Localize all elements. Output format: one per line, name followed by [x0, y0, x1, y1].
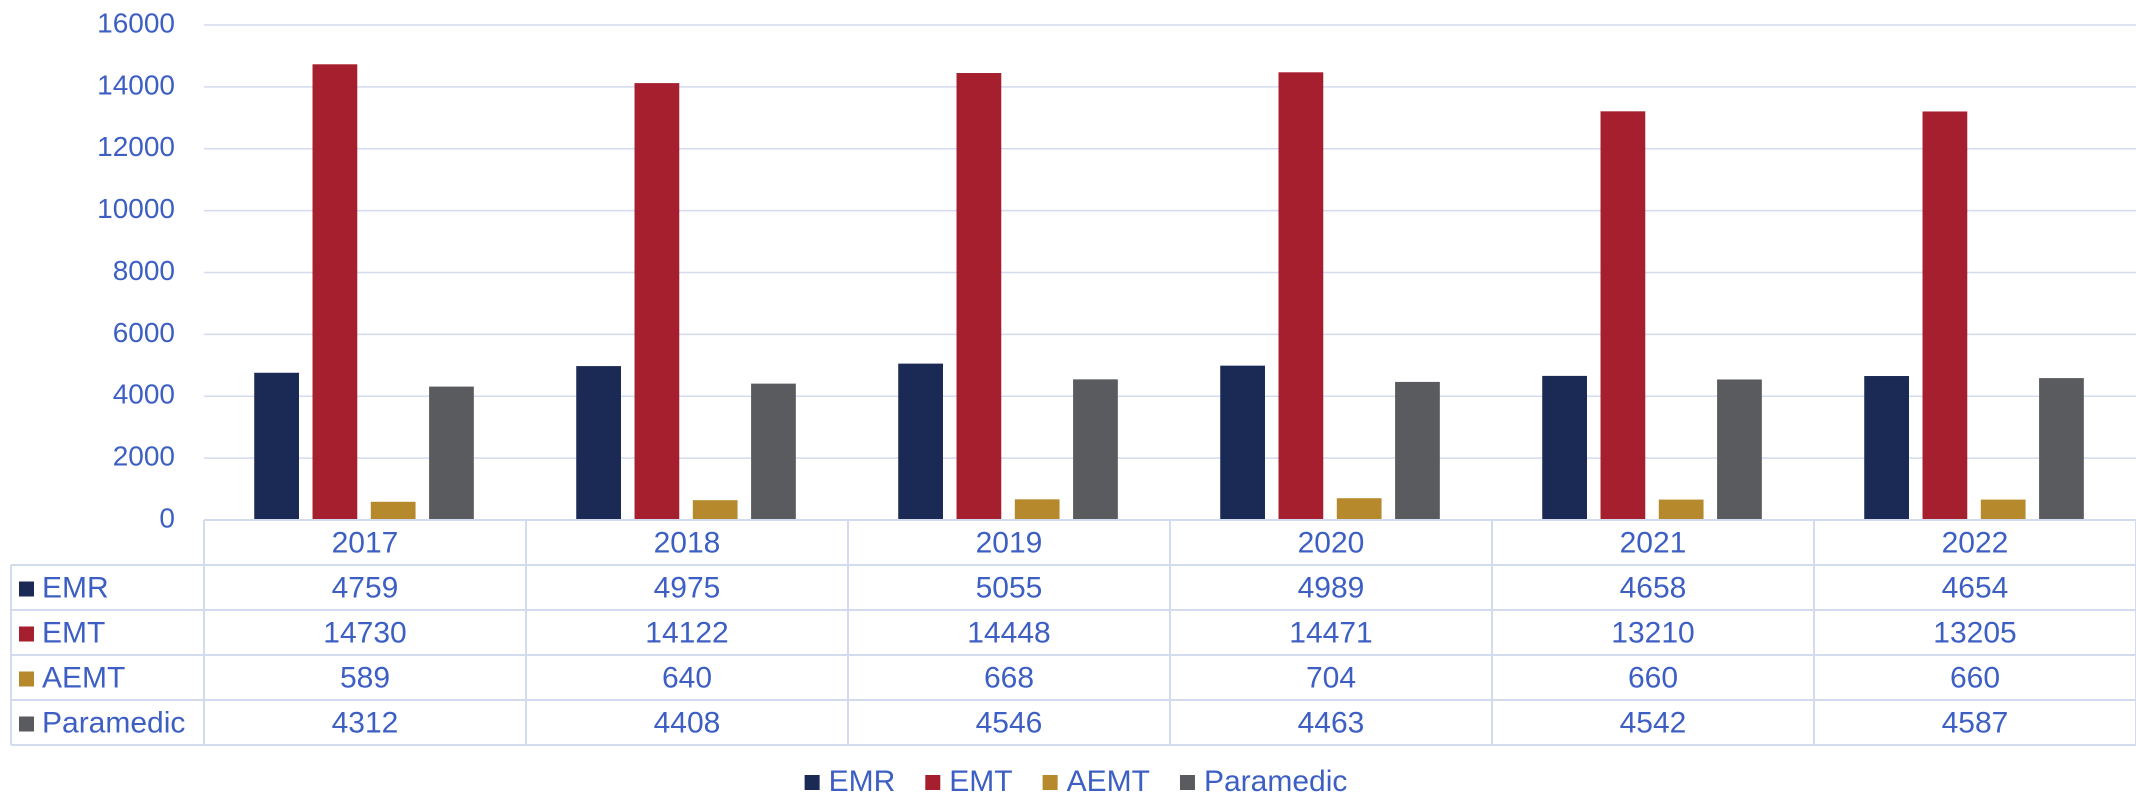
bar: [1980, 499, 2026, 520]
legend-key: [1179, 775, 1195, 790]
table-value: 4975: [654, 571, 721, 604]
legend-label: EMR: [829, 765, 896, 797]
bar: [898, 363, 943, 520]
bar: [1014, 499, 1060, 520]
bar: [370, 501, 416, 520]
table-value: 4542: [1620, 706, 1687, 739]
y-tick-label: 0: [159, 502, 175, 533]
bar: [956, 73, 1002, 520]
y-tick-label: 2000: [113, 441, 175, 472]
legend-key: [19, 716, 34, 732]
y-tick-label: 16000: [97, 7, 175, 38]
bar: [576, 366, 621, 520]
legend-key: [1042, 775, 1058, 790]
y-tick-label: 10000: [97, 193, 175, 224]
table-value: 704: [1306, 661, 1356, 694]
row-label: EMR: [42, 571, 109, 604]
bar: [429, 386, 474, 520]
x-tick-label: 2019: [976, 526, 1043, 559]
bar: [1717, 379, 1762, 520]
x-tick-label: 2020: [1298, 526, 1365, 559]
table-value: 4312: [332, 706, 399, 739]
legend-label: EMT: [949, 765, 1012, 797]
y-tick-label: 12000: [97, 131, 175, 162]
table-value: 5055: [976, 571, 1043, 604]
table-value: 4587: [1942, 706, 2009, 739]
x-tick-label: 2022: [1942, 526, 2009, 559]
legend-key: [19, 581, 34, 597]
row-label: AEMT: [42, 661, 125, 694]
bar: [1864, 376, 1909, 520]
table-value: 13210: [1611, 616, 1694, 649]
bar: [1220, 365, 1265, 520]
row-label: EMT: [42, 616, 105, 649]
bar: [1658, 499, 1704, 520]
x-tick-label: 2017: [332, 526, 399, 559]
bar: [1922, 111, 1968, 521]
x-tick-label: 2021: [1620, 526, 1687, 559]
bar: [1600, 111, 1646, 521]
table-value: 660: [1950, 661, 2000, 694]
bar: [254, 372, 299, 520]
table-value: 4658: [1620, 571, 1687, 604]
table-value: 14471: [1289, 616, 1372, 649]
bar: [312, 64, 358, 521]
table-value: 14122: [645, 616, 728, 649]
legend-key: [925, 775, 941, 790]
table-value: 13205: [1933, 616, 2016, 649]
legend-key: [19, 671, 34, 687]
y-tick-label: 14000: [97, 69, 175, 100]
table-value: 589: [340, 661, 390, 694]
bar: [1073, 379, 1118, 520]
y-tick-label: 8000: [113, 255, 175, 286]
y-tick-label: 4000: [113, 379, 175, 410]
table-value: 14730: [323, 616, 406, 649]
bar: [1542, 375, 1587, 520]
bar: [751, 383, 796, 520]
bar: [692, 500, 738, 520]
bar: [634, 83, 680, 521]
legend-key: [804, 775, 820, 790]
table-value: 4546: [976, 706, 1043, 739]
table-value: 14448: [967, 616, 1050, 649]
table-value: 4463: [1298, 706, 1365, 739]
legend-key: [19, 626, 34, 642]
bar: [1336, 498, 1382, 520]
table-value: 640: [662, 661, 712, 694]
x-tick-label: 2018: [654, 526, 721, 559]
legend-label: AEMT: [1067, 765, 1150, 797]
table-value: 668: [984, 661, 1034, 694]
bar: [1278, 72, 1324, 520]
row-label: Paramedic: [42, 706, 185, 739]
table-value: 4654: [1942, 571, 2009, 604]
table-value: 660: [1628, 661, 1678, 694]
table-value: 4408: [654, 706, 721, 739]
bar: [1395, 381, 1440, 520]
table-value: 4759: [332, 571, 399, 604]
bar: [2039, 378, 2084, 520]
legend-label: Paramedic: [1204, 765, 1347, 797]
table-value: 4989: [1298, 571, 1365, 604]
y-tick-label: 6000: [113, 317, 175, 348]
